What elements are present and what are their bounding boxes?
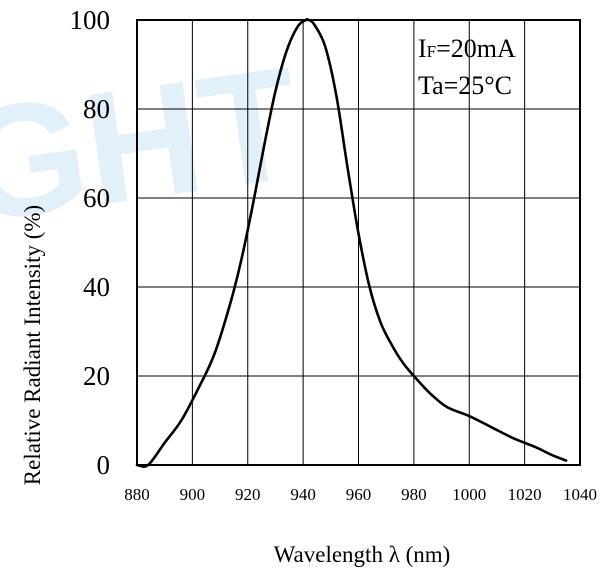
condition-temperature: Ta=25°C <box>418 71 512 100</box>
x-tick-label: 900 <box>180 485 206 504</box>
x-tick-label: 1040 <box>563 485 597 504</box>
plot-frame <box>136 19 581 466</box>
y-tick-label: 20 <box>83 361 110 391</box>
x-tick-label: 920 <box>235 485 261 504</box>
y-tick-label: 80 <box>83 94 110 124</box>
intensity-curve <box>135 18 568 468</box>
y-tick-label: 40 <box>83 272 110 302</box>
x-tick-label: 880 <box>124 485 150 504</box>
y-axis-label: Relative Radiant Intensity (%) <box>20 205 45 485</box>
x-tick-label: 1000 <box>452 485 486 504</box>
tick-labels: 880 900 920 940 960 980 1000 1020 1040 0 20 40 60 80 1… <box>70 5 598 504</box>
x-tick-label: 960 <box>346 485 372 504</box>
x-tick-label: 980 <box>401 485 427 504</box>
x-tick-label: 940 <box>290 485 316 504</box>
y-tick-label: 60 <box>83 183 110 213</box>
x-axis-label: Wavelength λ (nm) <box>274 542 451 567</box>
x-tick-label: 1020 <box>508 485 542 504</box>
y-tick-label: 100 <box>70 5 111 35</box>
y-tick-label: 0 <box>97 450 111 480</box>
grid <box>137 20 580 465</box>
condition-current: IF=20mA <box>418 34 516 63</box>
